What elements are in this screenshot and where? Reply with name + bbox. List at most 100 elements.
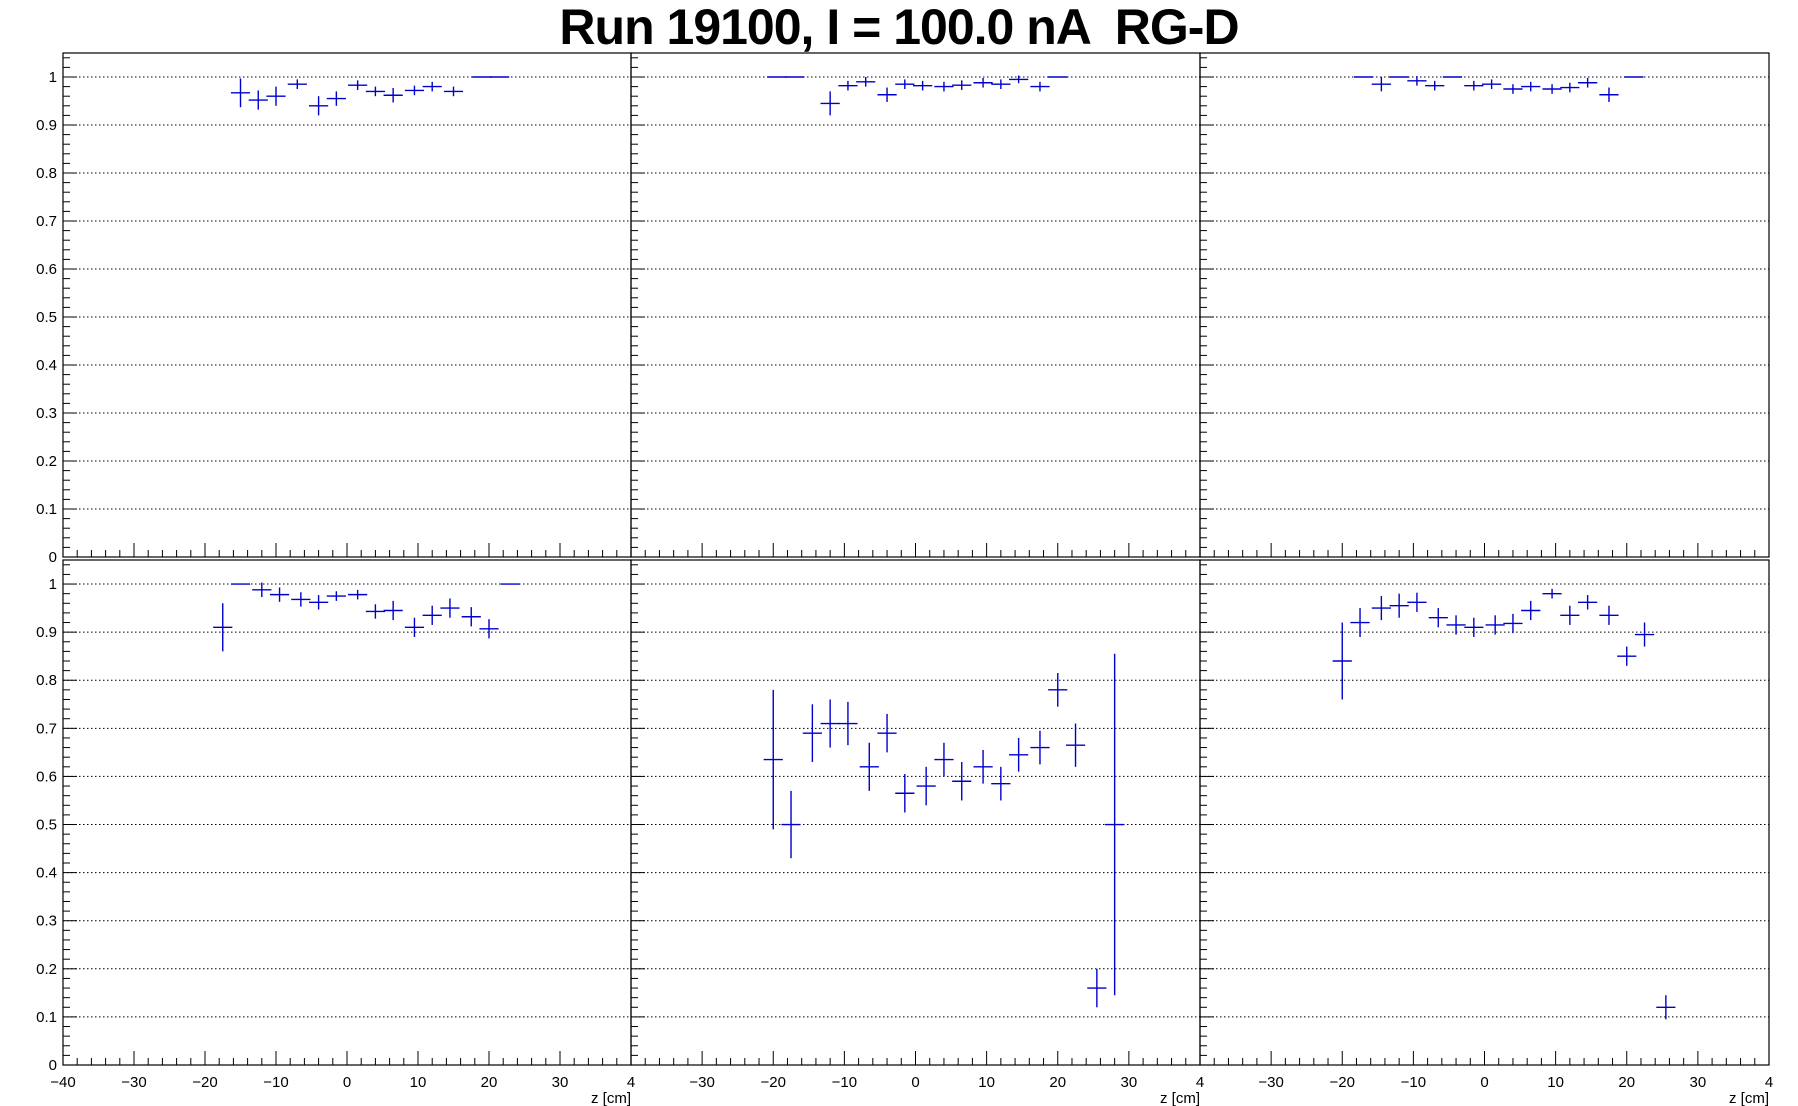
data-point — [1048, 673, 1068, 707]
data-point — [422, 81, 442, 92]
panel-frame — [1199, 559, 1770, 1066]
y-tick-label: 0 — [49, 549, 57, 566]
x-tick-label: 10 — [410, 1074, 427, 1091]
x-axis-title: z [cm] — [1729, 1090, 1769, 1106]
data-point — [838, 80, 858, 91]
x-tick-label: 20 — [1618, 1074, 1635, 1091]
data-point — [1425, 80, 1445, 91]
y-tick-label: 0.7 — [36, 213, 57, 230]
y-tick-label: 1 — [49, 69, 57, 86]
data-point — [1350, 608, 1370, 637]
data-point — [461, 607, 481, 627]
x-tick-label: −10 — [263, 1074, 288, 1091]
panel-top-center — [630, 52, 1201, 558]
y-tick-label: 0 — [49, 1057, 57, 1074]
data-point — [383, 88, 403, 103]
data-point — [348, 80, 368, 90]
panel-top-right — [1199, 52, 1770, 558]
data-point — [252, 582, 272, 598]
y-tick-label: 0.6 — [36, 261, 57, 278]
data-point — [781, 790, 801, 859]
y-tick-label: 0.6 — [36, 768, 57, 785]
data-point — [1560, 605, 1580, 625]
data-point — [763, 689, 783, 830]
x-tick-label: 30 — [552, 1074, 569, 1091]
x-tick-label: −30 — [689, 1074, 714, 1091]
data-point — [1521, 81, 1541, 92]
panel-bottom-center: −30 −20 −10 0 10 20 30 4z [cm] — [630, 559, 1204, 1106]
x-tick-label: 20 — [1049, 1074, 1066, 1091]
data-point — [877, 713, 897, 753]
data-point — [1521, 600, 1541, 621]
data-point — [1009, 75, 1029, 84]
panel-frame — [62, 52, 632, 558]
data-point — [1634, 622, 1655, 647]
y-tick-label: 0.3 — [36, 913, 57, 930]
data-point — [1656, 995, 1676, 1020]
data-point — [287, 79, 307, 89]
y-tick-label: 1 — [49, 576, 57, 593]
data-point — [1464, 80, 1484, 91]
y-tick-label: 0.4 — [36, 357, 57, 374]
data-point — [230, 78, 251, 108]
data-point — [973, 77, 993, 88]
data-point — [1485, 615, 1505, 635]
data-point — [404, 85, 425, 96]
data-point — [1578, 77, 1598, 88]
data-point — [248, 90, 268, 110]
data-point — [479, 619, 499, 639]
data-point — [1030, 730, 1050, 765]
data-point — [1065, 723, 1086, 767]
y-tick-label: 0.8 — [36, 165, 57, 182]
y-tick-label: 0.9 — [36, 624, 57, 641]
data-point — [1599, 87, 1619, 102]
data-point — [291, 592, 311, 607]
data-point — [383, 600, 403, 621]
x-tick-label: −20 — [1330, 1074, 1355, 1091]
data-point — [1617, 646, 1637, 666]
data-point — [1446, 615, 1466, 635]
data-point — [838, 701, 858, 746]
x-tick-label: 0 — [1480, 1074, 1488, 1091]
data-point — [952, 762, 972, 801]
data-point — [895, 79, 915, 89]
data-point — [820, 699, 840, 748]
x-tick-label: 10 — [978, 1074, 995, 1091]
data-point — [1407, 592, 1427, 612]
x-tick-label: 4 — [1196, 1074, 1204, 1091]
data-point — [1503, 84, 1523, 94]
data-point — [1542, 588, 1562, 599]
data-point — [1407, 76, 1427, 86]
data-point — [1105, 653, 1125, 996]
data-point — [365, 604, 385, 619]
data-point — [916, 766, 936, 806]
data-point — [1009, 737, 1029, 772]
data-point — [309, 96, 329, 116]
data-point — [1482, 79, 1502, 89]
x-tick-label: 20 — [481, 1074, 498, 1091]
data-point — [1578, 595, 1598, 610]
data-point — [802, 704, 822, 762]
y-tick-label: 0.5 — [36, 817, 57, 834]
data-point — [1560, 82, 1580, 93]
panel-bottom-right: −30 −20 −10 0 10 20 30 4z [cm] — [1199, 559, 1773, 1106]
x-tick-label: −20 — [192, 1074, 217, 1091]
x-tick-label: 0 — [911, 1074, 919, 1091]
data-point — [973, 749, 993, 784]
data-point — [443, 86, 464, 97]
x-tick-label: −30 — [1258, 1074, 1283, 1091]
data-point — [859, 742, 879, 791]
chart-title: Run 19100, I = 100.0 nA RG-D — [559, 0, 1239, 55]
data-point — [913, 80, 933, 91]
panel-bottom-left: 0 0.1 0.2 0.3 0.4 0.5 0.6 0.7 0.8 0.9 1 −40 −30 −20 −1… — [36, 559, 635, 1106]
panel-frame — [630, 52, 1201, 558]
x-tick-label: −10 — [1401, 1074, 1426, 1091]
y-tick-label: 0.1 — [36, 1009, 57, 1026]
x-tick-label: 10 — [1547, 1074, 1564, 1091]
data-point — [1464, 617, 1484, 637]
data-point — [1371, 596, 1391, 621]
data-point — [1371, 77, 1391, 92]
data-point — [856, 77, 876, 87]
data-point — [1030, 81, 1050, 92]
data-point — [1599, 605, 1619, 625]
